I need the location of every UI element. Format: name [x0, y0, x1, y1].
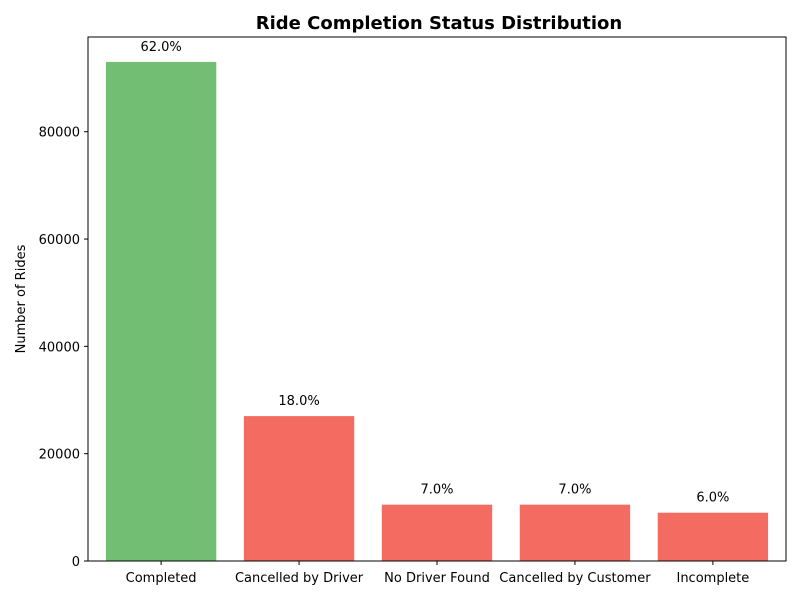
data-labels-group: 62.0% 18.0% 7.0% 7.0% 6.0% — [140, 40, 729, 506]
bar-incomplete — [657, 512, 769, 561]
plot-frame — [87, 36, 787, 562]
y-tick-label: 20000 — [39, 448, 80, 463]
x-axis: Completed Cancelled by Driver No Driver Fo… — [126, 561, 749, 586]
x-tick-label: Completed — [126, 571, 197, 586]
x-tick-label: Incomplete — [676, 571, 749, 586]
y-tick-label: 60000 — [39, 233, 80, 248]
data-label: 6.0% — [696, 491, 729, 506]
y-axis: 0 20000 40000 60000 80000 — [39, 126, 88, 570]
bar-no-driver-found — [381, 504, 493, 561]
data-label: 62.0% — [140, 40, 181, 55]
bar-completed — [105, 61, 217, 561]
bars-group — [105, 61, 769, 561]
x-tick-label: Cancelled by Customer — [499, 571, 651, 586]
x-tick-label: No Driver Found — [384, 571, 490, 586]
y-tick-label: 0 — [72, 555, 80, 570]
y-tick-label: 80000 — [39, 126, 80, 141]
chart-title: Ride Completion Status Distribution — [256, 13, 622, 34]
x-tick-label: Cancelled by Driver — [235, 571, 364, 586]
data-label: 18.0% — [278, 394, 319, 409]
data-label: 7.0% — [420, 483, 453, 498]
y-axis-label: Number of Rides — [14, 244, 29, 353]
y-tick-label: 40000 — [39, 340, 80, 355]
data-label: 7.0% — [558, 483, 591, 498]
bar-cancelled-by-customer — [519, 504, 631, 561]
bar-cancelled-by-driver — [243, 416, 355, 561]
